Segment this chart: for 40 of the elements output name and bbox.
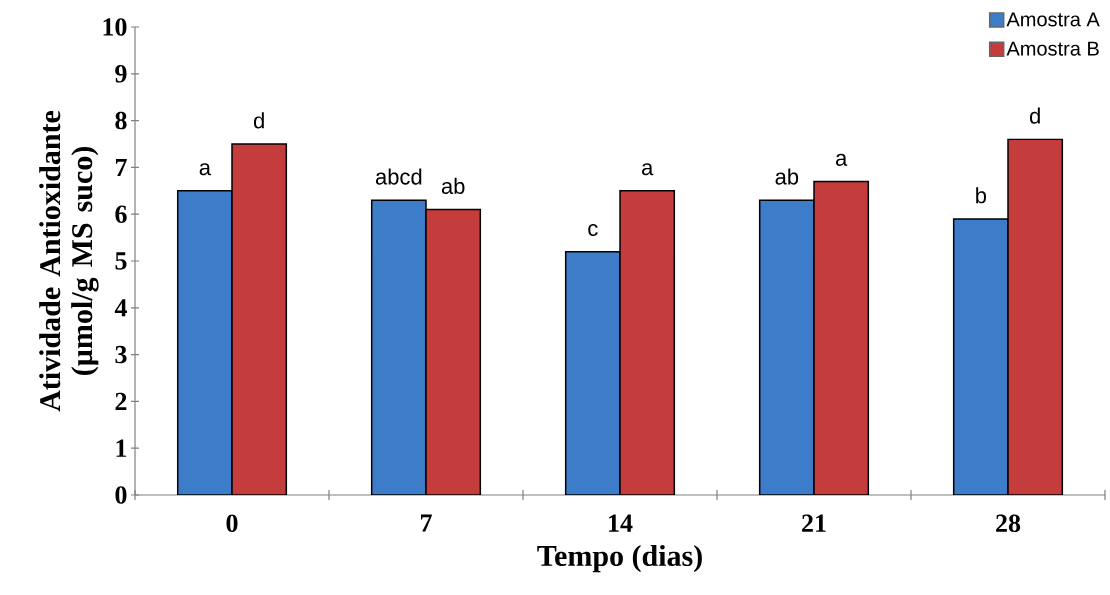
y-tick-label: 2 <box>115 392 127 411</box>
bar <box>425 208 482 495</box>
legend-label: Amostra B <box>1006 41 1099 56</box>
y-tick-label: 0 <box>115 486 127 504</box>
x-axis-title: Tempo (dias) <box>537 544 702 573</box>
x-tick-label: 7 <box>420 514 432 532</box>
bar <box>952 218 1009 495</box>
data-label: ab <box>775 168 799 185</box>
bar <box>758 199 815 495</box>
data-label: b <box>976 187 987 204</box>
legend-label: Amostra A <box>1006 12 1100 27</box>
y-tick-label: 7 <box>115 158 127 176</box>
data-label: a <box>835 153 848 166</box>
data-label: c <box>588 224 598 237</box>
bar <box>231 143 288 495</box>
bar <box>1007 138 1064 495</box>
y-tick-label: 3 <box>115 345 127 364</box>
y-tick-label: 4 <box>114 299 127 317</box>
y-tick-label: 1 <box>116 439 127 457</box>
y-tick-label: 9 <box>115 65 127 83</box>
x-tick-label: 14 <box>609 514 633 532</box>
bar <box>370 199 427 495</box>
data-label: a <box>641 163 654 176</box>
y-tick-label: 8 <box>115 111 127 130</box>
x-tick-label: 0 <box>226 514 238 533</box>
x-tick-label: 28 <box>996 514 1021 533</box>
data-label: abcd <box>375 168 422 185</box>
y-tick-label: 5 <box>115 252 127 270</box>
x-tick-label: 21 <box>802 514 826 532</box>
data-label: a <box>199 163 211 176</box>
data-label: d <box>1029 107 1040 124</box>
bar <box>813 180 870 495</box>
bar <box>176 190 233 495</box>
y-tick-label: 6 <box>115 205 127 223</box>
data-label: ab <box>441 177 465 194</box>
y-axis-title: Atividade Antioxidante (µmol/g MS suco) <box>39 110 99 412</box>
y-tick-label: 10 <box>103 18 127 36</box>
bar <box>564 250 621 495</box>
bar <box>619 190 676 495</box>
data-label: d <box>253 112 264 129</box>
